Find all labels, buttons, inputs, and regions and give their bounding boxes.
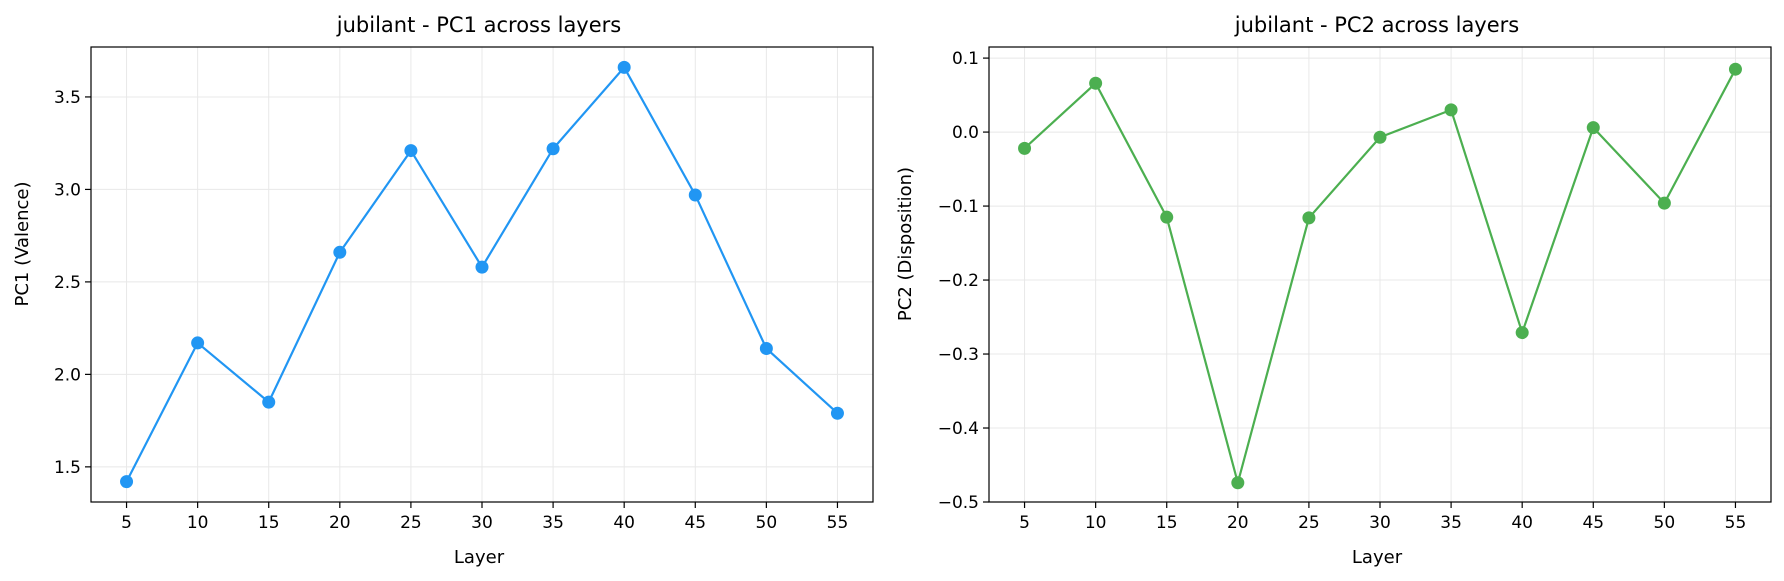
x-axis-label: Layer	[1352, 547, 1403, 568]
data-point	[1515, 326, 1529, 340]
data-point	[688, 188, 702, 202]
y-tick-label: 0.1	[952, 49, 979, 69]
x-tick-label: 45	[684, 513, 706, 533]
x-tick-label: 15	[1156, 513, 1178, 533]
data-point	[1231, 476, 1245, 490]
x-tick-label: 55	[827, 513, 849, 533]
data-point	[1302, 211, 1316, 225]
data-point	[404, 144, 418, 158]
x-tick-label: 20	[329, 513, 351, 533]
y-tick-label: 0.0	[952, 123, 979, 143]
data-point	[759, 341, 773, 355]
y-tick-label: 1.5	[54, 458, 81, 478]
x-tick-label: 15	[258, 513, 280, 533]
x-tick-label: 35	[1440, 513, 1462, 533]
y-tick-label: 3.0	[54, 180, 81, 200]
ticks-layer: 5 10 15 20 25 30 35 40 45 50 55 0.1 0.0 −0.1 −0.2 −0.3 −…	[938, 49, 1747, 533]
plot-frame	[90, 46, 874, 503]
y-tick-label: −0.2	[938, 271, 979, 291]
x-tick-label: 5	[1019, 513, 1030, 533]
x-tick-label: 25	[400, 513, 422, 533]
x-tick-label: 10	[187, 513, 209, 533]
x-tick-label: 50	[1654, 513, 1676, 533]
y-tick-label: 3.5	[54, 88, 81, 108]
x-tick-label: 30	[1369, 513, 1391, 533]
data-point	[120, 475, 134, 489]
y-tick-label: −0.4	[938, 419, 979, 439]
y-tick-label: −0.5	[938, 493, 979, 513]
data-point	[262, 395, 276, 409]
x-tick-label: 50	[756, 513, 778, 533]
x-tick-label: 40	[613, 513, 635, 533]
x-tick-label: 55	[1725, 513, 1747, 533]
chart-title: jubilant - PC2 across layers	[1234, 13, 1519, 37]
data-point	[1018, 141, 1032, 155]
x-tick-label: 30	[471, 513, 493, 533]
x-tick-label: 45	[1582, 513, 1604, 533]
y-tick-label: 2.0	[54, 365, 81, 385]
data-point	[1586, 121, 1600, 135]
data-point	[1728, 62, 1742, 76]
y-axis-label: PC2 (Disposition)	[895, 167, 916, 321]
data-point	[1089, 76, 1103, 90]
y-tick-label: −0.1	[938, 197, 979, 217]
pc2-chart: jubilant - PC2 across layers Layer PC2 (…	[895, 13, 1772, 568]
data-point	[1160, 210, 1174, 224]
x-axis-label: Layer	[454, 547, 505, 568]
x-tick-label: 20	[1227, 513, 1249, 533]
series-layer	[1018, 62, 1742, 490]
x-tick-label: 35	[542, 513, 564, 533]
x-tick-label: 40	[1511, 513, 1533, 533]
y-axis-label: PC1 (Valence)	[12, 181, 33, 306]
data-point	[546, 142, 560, 156]
data-point	[333, 245, 347, 259]
data-point	[830, 406, 844, 420]
pc1-chart: jubilant - PC1 across layers Layer PC1 (…	[12, 13, 874, 568]
data-point	[1373, 130, 1387, 144]
series-layer	[120, 60, 844, 489]
x-tick-label: 25	[1298, 513, 1320, 533]
y-tick-label: 2.5	[54, 273, 81, 293]
data-point	[191, 336, 205, 350]
plot-frame	[988, 46, 1772, 503]
chart-title: jubilant - PC1 across layers	[336, 13, 621, 37]
data-point	[1444, 103, 1458, 117]
data-point	[475, 260, 489, 274]
data-point	[1657, 196, 1671, 210]
ticks-layer: 5 10 15 20 25 30 35 40 45 50 55 1.5 2.0 2.5 3.0 3.5	[54, 88, 848, 533]
grid	[91, 47, 873, 502]
data-point	[617, 60, 631, 74]
x-tick-label: 5	[121, 513, 132, 533]
x-tick-label: 10	[1085, 513, 1107, 533]
y-tick-label: −0.3	[938, 345, 979, 365]
